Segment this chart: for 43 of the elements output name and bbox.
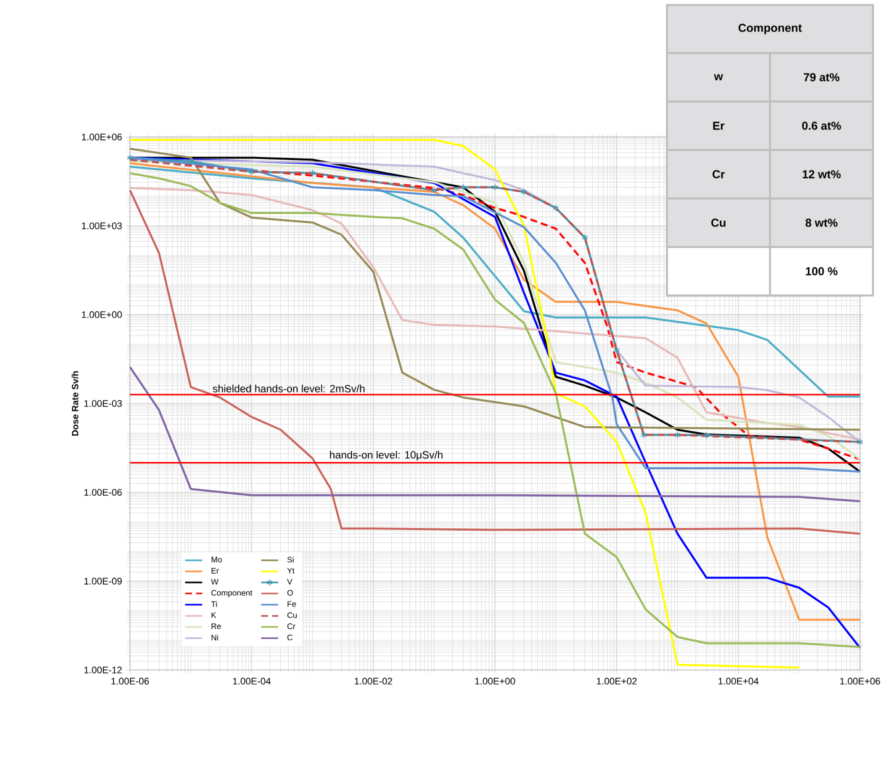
ref-line-label: shielded hands-on level: 2mSv/h <box>212 384 365 392</box>
x-tick-label: 1.00E+02 <box>596 678 637 685</box>
legend-label: W <box>211 578 219 584</box>
y-tick-label: 1.00E+03 <box>82 222 122 230</box>
x-tick-label: 1.00E-06 <box>111 678 149 685</box>
y-axis-title: Dose Rate Sv/h <box>72 371 78 436</box>
x-tick-label: 1.00E+04 <box>718 678 759 685</box>
text: Er <box>713 122 724 130</box>
y-tick-label: 1.00E+06 <box>82 134 122 140</box>
y-tick-label: 1.00E-03 <box>84 400 122 407</box>
legend-label: Ti <box>211 601 217 607</box>
legend-label: Yt <box>287 568 295 574</box>
ref-line-label: hands-on level: 10μSv/h <box>330 450 442 461</box>
annotation: 12 wt% <box>802 170 841 178</box>
text: w <box>714 74 724 80</box>
x-tick-label: 1.00E+06 <box>840 678 880 685</box>
legend-label: O <box>287 590 293 596</box>
y-tick-label: 1.00E-12 <box>84 666 122 674</box>
legend-label: Cu <box>287 612 297 618</box>
annotation: Cr <box>712 170 725 178</box>
legend-label: Mo <box>212 556 222 562</box>
y-tick-label: 1.00E-09 <box>84 578 122 585</box>
text: 0.6 at% <box>802 122 841 130</box>
legend-label: Er <box>212 568 219 574</box>
legend-label: C <box>287 634 292 640</box>
annotation: 8 wt% <box>806 218 838 227</box>
text: Component <box>738 24 802 34</box>
legend-label: Cr <box>287 623 296 630</box>
annotation: 100 % <box>806 267 838 276</box>
legend-label: K <box>212 612 216 618</box>
legend-label: Ni <box>212 634 218 640</box>
legend-label: V <box>287 578 292 584</box>
legend-label: Component <box>211 590 252 598</box>
legend-label: Fe <box>288 601 296 607</box>
x-tick-label: 1.00E-04 <box>233 678 271 685</box>
legend-label: Si <box>287 556 294 563</box>
text: 79 at% <box>804 73 840 82</box>
y-tick-label: 1.00E+00 <box>82 311 122 318</box>
x-tick-label: 1.00E-02 <box>354 678 392 685</box>
y-tick-label: 1.00E-06 <box>84 488 122 496</box>
x-tick-label: 1.00E+00 <box>475 678 516 685</box>
annotation: Cu <box>711 218 726 227</box>
legend-label: Re <box>212 623 221 630</box>
